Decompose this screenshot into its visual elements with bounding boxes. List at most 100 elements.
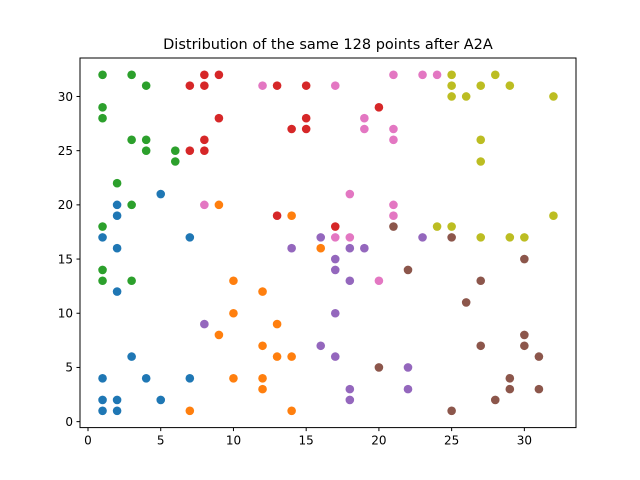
data-point-s5-2 — [403, 265, 413, 275]
data-point-s2-8 — [127, 135, 136, 145]
data-point-s5-8 — [490, 395, 500, 405]
data-point-s4-1 — [287, 243, 296, 253]
data-point-s6-5 — [345, 233, 355, 242]
data-point-s0-3 — [98, 406, 107, 416]
data-point-s3-2 — [200, 70, 209, 80]
data-point-s3-7 — [214, 113, 224, 123]
data-point-s0-13 — [156, 395, 166, 405]
data-point-s5-5 — [461, 298, 471, 307]
data-point-s0-15 — [185, 373, 195, 383]
data-point-s3-10 — [287, 124, 296, 134]
x-axis: 0 5 10 15 20 25 30 — [84, 427, 532, 448]
x-tick-label-0: 0 — [84, 434, 92, 448]
data-point-s2-15 — [170, 157, 180, 166]
data-point-s6-6 — [360, 113, 369, 123]
data-point-s1-3 — [229, 276, 238, 286]
data-point-s3-9 — [272, 211, 282, 220]
data-point-s5-6 — [476, 276, 486, 286]
data-point-s0-10 — [127, 352, 136, 361]
data-point-s4-13 — [403, 363, 413, 372]
data-point-s6-2 — [330, 81, 340, 90]
data-point-s7-5 — [461, 92, 471, 101]
data-point-s7-9 — [476, 233, 486, 242]
y-tick-label-0: 0 — [65, 415, 73, 429]
y-tick-label-5: 25 — [58, 144, 73, 158]
data-point-s1-9 — [258, 384, 267, 394]
data-point-s6-13 — [389, 211, 398, 220]
data-point-s0-11 — [141, 373, 151, 383]
data-point-s4-2 — [316, 233, 326, 242]
data-point-s1-10 — [272, 319, 282, 329]
data-point-s4-7 — [330, 352, 340, 361]
data-point-s2-12 — [141, 135, 151, 145]
data-point-s4-4 — [330, 254, 340, 264]
data-point-s5-0 — [374, 363, 384, 372]
y-tick-label-4: 20 — [58, 198, 73, 212]
data-point-s1-5 — [229, 373, 238, 383]
data-point-s4-10 — [345, 384, 355, 394]
data-point-s7-10 — [490, 70, 500, 80]
chart-title: Distribution of the same 128 points afte… — [163, 37, 493, 53]
data-point-s3-13 — [301, 124, 311, 134]
data-point-s3-5 — [200, 146, 209, 155]
data-point-s4-11 — [345, 395, 355, 405]
data-point-s2-13 — [141, 146, 151, 155]
data-point-s1-15 — [316, 243, 326, 253]
data-point-s1-11 — [272, 352, 282, 361]
data-point-s4-5 — [330, 265, 340, 275]
data-point-s7-8 — [476, 157, 486, 166]
y-tick-label-6: 30 — [58, 90, 73, 104]
data-point-s5-1 — [389, 222, 398, 231]
data-point-s6-12 — [389, 200, 398, 210]
data-point-s7-1 — [447, 70, 456, 80]
y-tick-label-3: 15 — [58, 252, 73, 266]
x-tick-label-4: 20 — [371, 434, 386, 448]
data-point-s0-7 — [112, 287, 122, 296]
data-point-s0-12 — [156, 189, 166, 199]
data-point-s7-14 — [549, 92, 558, 101]
data-point-s2-9 — [127, 200, 136, 210]
data-point-s1-12 — [287, 211, 296, 220]
data-point-s6-1 — [258, 81, 267, 90]
data-point-s7-2 — [447, 81, 456, 90]
data-point-s5-15 — [534, 384, 544, 394]
data-point-s0-2 — [98, 395, 107, 405]
data-point-s3-15 — [374, 103, 384, 112]
data-point-s0-4 — [112, 200, 122, 210]
data-point-s0-5 — [112, 211, 122, 220]
data-point-s1-14 — [287, 406, 296, 416]
data-point-s1-8 — [258, 373, 267, 383]
data-point-s4-14 — [403, 384, 413, 394]
data-point-s5-11 — [520, 254, 529, 264]
x-tick-label-6: 30 — [517, 434, 532, 448]
data-point-s0-8 — [112, 395, 122, 405]
y-tick-label-2: 10 — [58, 307, 73, 321]
data-point-s7-0 — [432, 222, 442, 231]
data-point-s4-12 — [360, 243, 369, 253]
data-point-s3-0 — [185, 81, 195, 90]
plot-frame — [79, 57, 577, 429]
data-point-s4-15 — [418, 233, 427, 242]
data-point-s2-14 — [170, 146, 180, 155]
data-point-s7-11 — [505, 81, 515, 90]
data-point-s7-3 — [447, 92, 456, 101]
data-point-s3-3 — [200, 81, 209, 90]
data-point-s7-13 — [520, 233, 529, 242]
data-point-s5-4 — [447, 406, 456, 416]
data-point-s5-12 — [520, 330, 529, 340]
data-point-s4-9 — [345, 276, 355, 286]
data-point-s3-4 — [200, 135, 209, 145]
data-point-s3-6 — [214, 70, 224, 80]
x-tick-label-5: 25 — [444, 434, 459, 448]
data-point-s2-5 — [98, 276, 107, 286]
data-point-s6-0 — [200, 200, 209, 210]
data-point-s6-14 — [418, 70, 427, 80]
data-point-s5-9 — [505, 373, 515, 383]
data-point-s7-6 — [476, 81, 486, 90]
data-point-s5-3 — [447, 233, 456, 242]
data-point-s3-1 — [185, 146, 195, 155]
data-point-s6-11 — [389, 135, 398, 145]
data-point-s2-6 — [112, 178, 122, 188]
data-point-s7-7 — [476, 135, 486, 145]
y-axis: 0 5 10 15 20 25 30 — [58, 90, 80, 429]
